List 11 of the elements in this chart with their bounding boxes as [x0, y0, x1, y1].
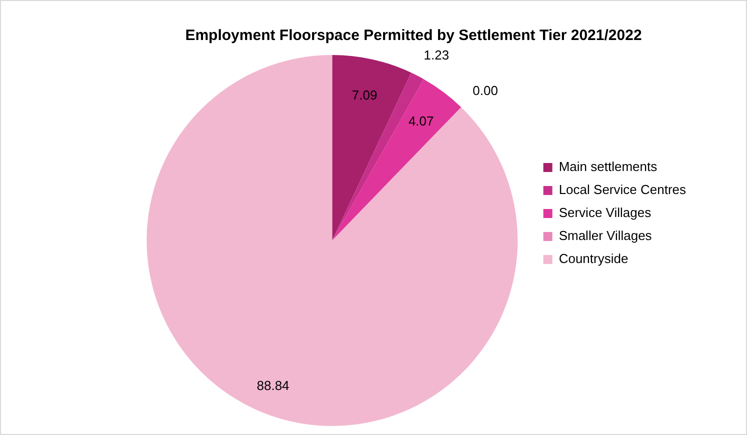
data-label: 1.23	[424, 48, 450, 63]
data-label: 4.07	[408, 113, 434, 128]
legend-label: Local Service Centres	[558, 182, 686, 198]
text: 0.00	[472, 82, 498, 98]
data-label: 7.09	[352, 87, 378, 102]
legend-label: Smaller Villages	[558, 228, 652, 244]
legend-label: Main settlements	[558, 159, 658, 174]
legend-label: Countryside	[558, 251, 628, 266]
legend-label: Service Villages	[558, 205, 652, 220]
data-label: 88.84	[256, 378, 290, 394]
chart-title: Employment Floorspace Permitted by Settlement Tier 2021/2022	[185, 27, 642, 44]
